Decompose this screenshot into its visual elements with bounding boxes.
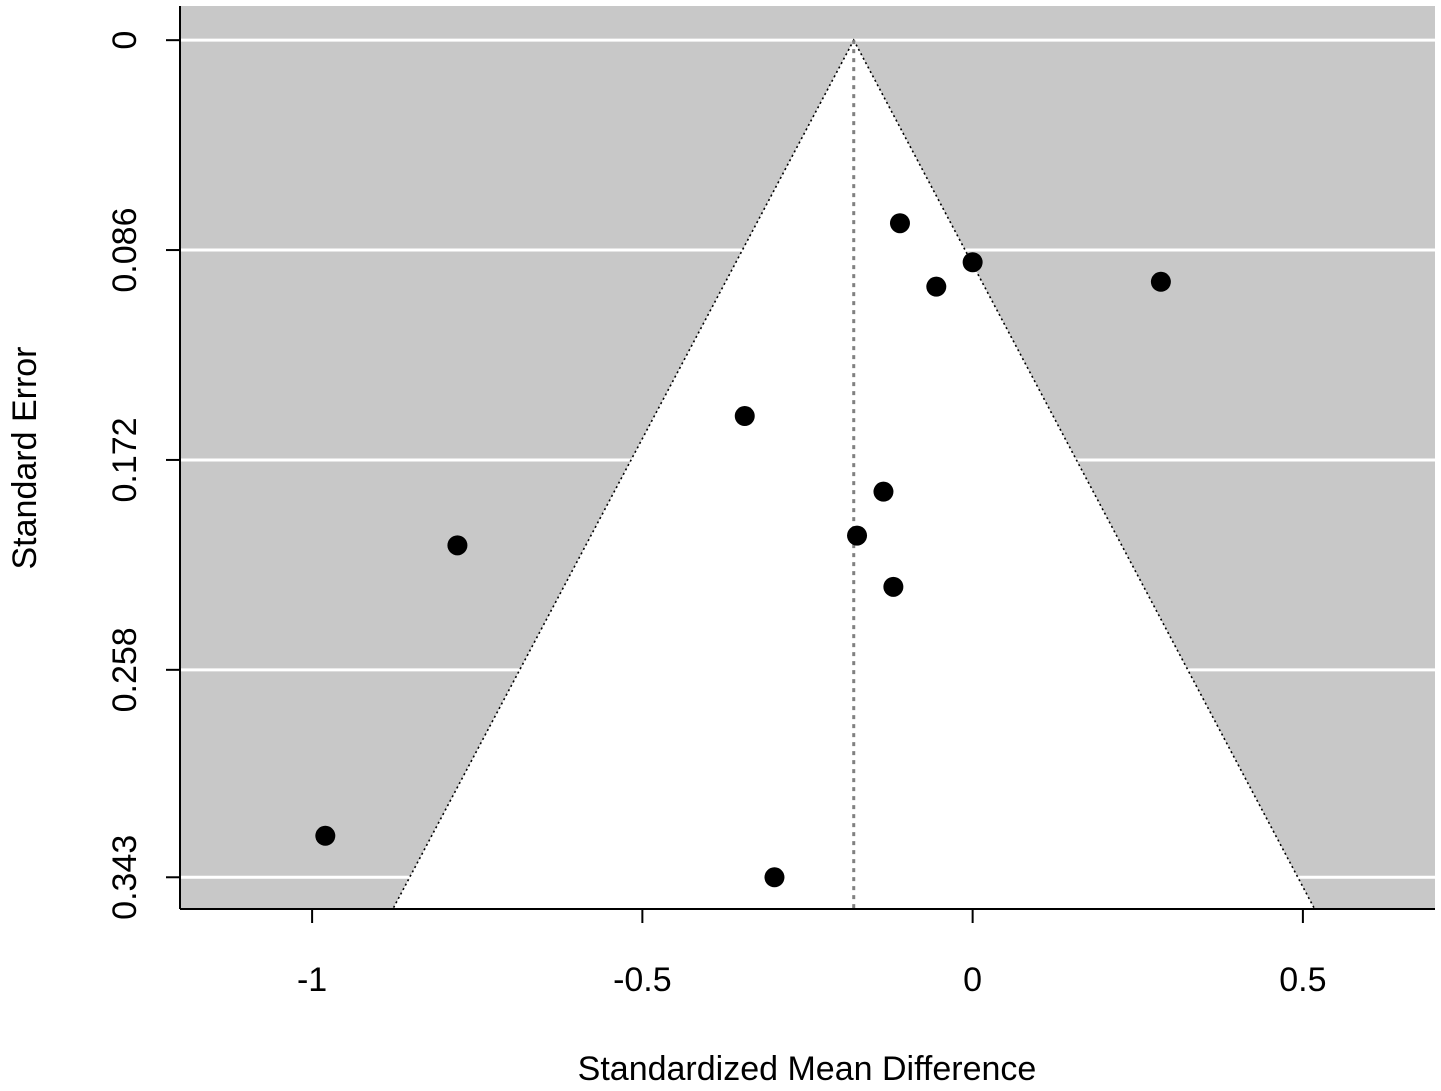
study-point-9 — [447, 535, 468, 556]
x-tick-label: -0.5 — [613, 961, 672, 999]
y-tick-label: 0.343 — [106, 835, 144, 920]
study-point-1 — [889, 213, 910, 234]
study-point-4 — [1150, 271, 1171, 292]
study-point-11 — [764, 867, 785, 888]
study-point-3 — [926, 276, 947, 297]
y-tick-label: 0.258 — [106, 627, 144, 712]
y-axis-title: Standard Error — [6, 347, 44, 570]
study-point-2 — [962, 252, 983, 273]
study-point-7 — [847, 525, 868, 546]
x-tick-label: -1 — [297, 961, 327, 999]
x-tick-label: 0 — [963, 961, 982, 999]
y-axis-ticks: 0 0.086 0.172 0.258 0.343 — [106, 31, 180, 920]
study-point-8 — [883, 576, 904, 597]
study-point-10 — [315, 825, 336, 846]
x-tick-label: 0.5 — [1279, 961, 1326, 999]
study-point-5 — [734, 406, 755, 427]
study-point-6 — [873, 481, 894, 502]
y-tick-label: 0.086 — [106, 208, 144, 293]
study-points — [315, 213, 1171, 888]
x-axis-ticks: -1 -0.5 0 0.5 — [297, 909, 1327, 999]
x-axis-title: Standardized Mean Difference — [578, 1050, 1037, 1088]
y-tick-label: 0.172 — [106, 417, 144, 502]
y-tick-label: 0 — [106, 31, 144, 50]
